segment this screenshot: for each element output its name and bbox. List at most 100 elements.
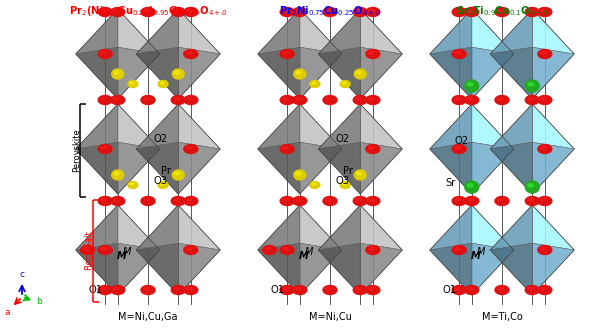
Ellipse shape bbox=[528, 199, 533, 201]
Ellipse shape bbox=[113, 199, 119, 201]
Text: Perovskite: Perovskite bbox=[71, 128, 80, 172]
Ellipse shape bbox=[111, 96, 125, 105]
Ellipse shape bbox=[541, 10, 546, 12]
Text: M: M bbox=[117, 251, 127, 261]
Polygon shape bbox=[430, 142, 472, 194]
Polygon shape bbox=[300, 243, 342, 295]
Ellipse shape bbox=[495, 8, 509, 17]
Ellipse shape bbox=[353, 286, 367, 294]
Polygon shape bbox=[360, 9, 402, 54]
Ellipse shape bbox=[283, 146, 289, 149]
Ellipse shape bbox=[452, 49, 466, 58]
Ellipse shape bbox=[366, 8, 380, 17]
Polygon shape bbox=[472, 243, 514, 295]
Ellipse shape bbox=[280, 144, 294, 153]
Polygon shape bbox=[76, 142, 118, 194]
Ellipse shape bbox=[172, 69, 184, 79]
Ellipse shape bbox=[98, 245, 112, 255]
Ellipse shape bbox=[452, 245, 466, 255]
Ellipse shape bbox=[455, 199, 460, 201]
Ellipse shape bbox=[452, 96, 466, 105]
Ellipse shape bbox=[366, 49, 380, 58]
Ellipse shape bbox=[356, 288, 361, 290]
Ellipse shape bbox=[171, 96, 185, 105]
Ellipse shape bbox=[283, 199, 289, 201]
Polygon shape bbox=[318, 9, 360, 54]
Polygon shape bbox=[532, 104, 574, 149]
Ellipse shape bbox=[265, 247, 271, 250]
Ellipse shape bbox=[295, 98, 301, 100]
Polygon shape bbox=[532, 9, 574, 54]
Ellipse shape bbox=[280, 8, 294, 17]
Ellipse shape bbox=[528, 184, 533, 187]
Ellipse shape bbox=[296, 172, 301, 175]
Ellipse shape bbox=[280, 245, 294, 255]
Ellipse shape bbox=[295, 288, 301, 290]
Ellipse shape bbox=[184, 197, 198, 206]
Polygon shape bbox=[472, 142, 514, 194]
Polygon shape bbox=[300, 47, 342, 99]
Polygon shape bbox=[258, 104, 300, 149]
Ellipse shape bbox=[98, 49, 112, 58]
Text: O1: O1 bbox=[270, 285, 284, 295]
Ellipse shape bbox=[353, 8, 367, 17]
Polygon shape bbox=[258, 243, 300, 295]
Ellipse shape bbox=[312, 82, 316, 84]
Text: O2: O2 bbox=[335, 134, 349, 144]
Polygon shape bbox=[258, 9, 300, 54]
Ellipse shape bbox=[294, 170, 306, 180]
Ellipse shape bbox=[101, 146, 106, 149]
Polygon shape bbox=[300, 205, 342, 250]
Text: O2: O2 bbox=[455, 136, 469, 146]
Ellipse shape bbox=[112, 69, 124, 79]
Ellipse shape bbox=[141, 8, 155, 17]
Ellipse shape bbox=[128, 182, 138, 189]
Text: O3: O3 bbox=[335, 176, 349, 186]
Text: Sr: Sr bbox=[446, 178, 456, 188]
Ellipse shape bbox=[525, 197, 539, 206]
Polygon shape bbox=[118, 205, 160, 250]
Ellipse shape bbox=[452, 8, 466, 17]
Ellipse shape bbox=[113, 98, 119, 100]
Ellipse shape bbox=[160, 183, 164, 185]
Ellipse shape bbox=[101, 247, 106, 250]
Ellipse shape bbox=[354, 170, 366, 180]
Ellipse shape bbox=[174, 288, 179, 290]
Polygon shape bbox=[136, 104, 178, 149]
Polygon shape bbox=[360, 205, 402, 250]
Polygon shape bbox=[360, 47, 402, 99]
Ellipse shape bbox=[538, 245, 552, 255]
Ellipse shape bbox=[368, 199, 374, 201]
Ellipse shape bbox=[175, 71, 179, 74]
Polygon shape bbox=[178, 104, 220, 149]
Ellipse shape bbox=[98, 8, 112, 17]
Ellipse shape bbox=[467, 98, 473, 100]
Ellipse shape bbox=[455, 146, 460, 149]
Ellipse shape bbox=[340, 182, 350, 189]
Ellipse shape bbox=[172, 170, 184, 180]
Ellipse shape bbox=[141, 286, 155, 294]
Ellipse shape bbox=[184, 245, 198, 255]
Text: M: M bbox=[299, 251, 308, 261]
Ellipse shape bbox=[538, 197, 552, 206]
Ellipse shape bbox=[158, 80, 168, 88]
Ellipse shape bbox=[465, 8, 479, 17]
Ellipse shape bbox=[356, 98, 361, 100]
Ellipse shape bbox=[356, 172, 361, 175]
Ellipse shape bbox=[184, 8, 198, 17]
Polygon shape bbox=[178, 47, 220, 99]
Polygon shape bbox=[76, 243, 118, 295]
Polygon shape bbox=[178, 205, 220, 250]
Text: a: a bbox=[4, 308, 10, 317]
Text: O2: O2 bbox=[153, 134, 167, 144]
Ellipse shape bbox=[342, 183, 346, 185]
Polygon shape bbox=[258, 142, 300, 194]
Ellipse shape bbox=[280, 49, 294, 58]
Ellipse shape bbox=[111, 8, 125, 17]
Ellipse shape bbox=[326, 288, 331, 290]
Ellipse shape bbox=[528, 10, 533, 12]
Ellipse shape bbox=[283, 10, 289, 12]
Ellipse shape bbox=[353, 197, 367, 206]
Ellipse shape bbox=[128, 80, 138, 88]
Ellipse shape bbox=[187, 98, 192, 100]
